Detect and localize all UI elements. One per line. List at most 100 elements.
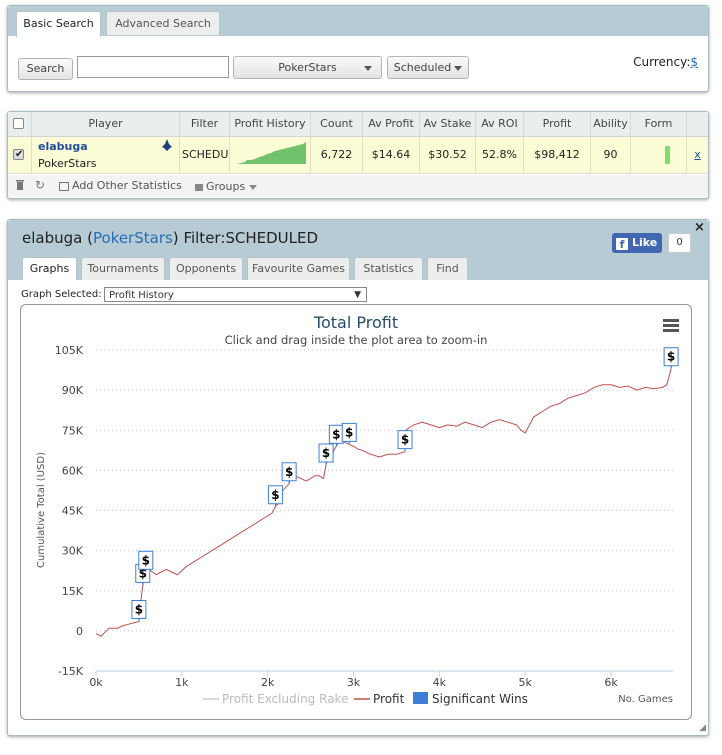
significant-win-flag[interactable]: $ (138, 550, 154, 573)
legend-label-significant-wins: Significant Wins (432, 692, 528, 706)
flag-label: $ (142, 553, 150, 567)
flag-label: $ (345, 425, 353, 439)
x-axis-ticks: 0k 1k 2k 3k 4k 5k 6k (89, 670, 673, 689)
col-count[interactable]: Count (311, 112, 363, 136)
remove-row-button[interactable]: x (694, 148, 701, 161)
search-input[interactable] (77, 56, 229, 78)
x-tick-label: 3k (347, 676, 361, 689)
significant-win-flag[interactable]: $ (131, 600, 147, 622)
significant-win-flag[interactable]: $ (663, 347, 679, 369)
chart-legend: Profit Excluding Rake Profit Significant… (203, 692, 528, 706)
tab-statistics[interactable]: Statistics (354, 257, 423, 280)
col-profit[interactable]: Profit (524, 112, 591, 136)
dropdown-arrow-icon: ▼ (354, 290, 361, 300)
ability-cell: 90 (591, 137, 631, 173)
significant-win-flag[interactable]: $ (267, 485, 283, 507)
graph-select[interactable]: Profit History ▼ (104, 287, 367, 302)
x-tick-label: 2k (261, 676, 275, 689)
profit-history-sparkline[interactable] (230, 137, 311, 173)
graph-selected-label: Graph Selected: (21, 289, 102, 300)
profit-chart[interactable]: Total Profit Click and drag inside the p… (21, 305, 691, 719)
tab-basic-search[interactable]: Basic Search (16, 11, 101, 37)
flag-box (318, 443, 334, 463)
flag-box (341, 422, 357, 442)
title-player: elabuga (22, 229, 83, 247)
tab-graphs[interactable]: Graphs (22, 257, 77, 280)
title-site-link[interactable]: PokerStars (92, 229, 173, 247)
legend-item-profit-excluding-rake[interactable]: Profit Excluding Rake (203, 692, 348, 706)
facebook-icon: f (616, 238, 628, 251)
search-button[interactable]: Search (18, 58, 73, 80)
title-paren-open: ( (87, 229, 93, 247)
search-tabbar: Basic Search Advanced Search (8, 6, 708, 37)
chart-menu-icon[interactable] (663, 319, 679, 332)
row-select-cell: ✔ (8, 137, 32, 173)
tab-opponents[interactable]: Opponents (169, 257, 243, 280)
checkmark-icon: ✔ (15, 149, 24, 160)
significant-win-flag[interactable]: $ (318, 443, 334, 466)
tab-favourite-games[interactable]: Favourite Games (247, 257, 350, 280)
col-profit-history[interactable]: Profit History (230, 112, 311, 136)
site-select[interactable]: PokerStars (233, 56, 382, 79)
graph-panel-title: elabuga (PokerStars) Filter:SCHEDULED (22, 229, 318, 247)
av-roi-cell: 52.8% (476, 137, 524, 173)
legend-item-profit[interactable]: Profit (354, 692, 405, 706)
groups-dropdown[interactable]: Groups (195, 180, 258, 193)
currency-link[interactable]: $ (690, 55, 698, 69)
av-stake-cell: $30.52 (420, 137, 476, 173)
chevron-down-icon (364, 66, 372, 71)
flag-label: $ (285, 465, 293, 479)
table-header: Player Filter Profit History Count Av Pr… (8, 112, 708, 137)
col-form[interactable]: Form (631, 112, 687, 136)
col-av-stake[interactable]: Av Stake (420, 112, 476, 136)
flag-box (138, 550, 154, 570)
y-tick-label: 60K (62, 464, 84, 477)
col-av-profit[interactable]: Av Profit (363, 112, 420, 136)
significant-win-flag[interactable]: $ (328, 424, 344, 447)
x-tick-label: 6k (604, 676, 618, 689)
chevron-down-icon (249, 184, 258, 190)
close-icon[interactable]: × (694, 220, 705, 235)
table-row[interactable]: ✔ elabuga PokerStars SCHEDUL 6,722 $14.6… (8, 137, 708, 174)
add-statistics-button[interactable]: Add Other Statistics (59, 179, 182, 192)
trash-icon[interactable] (15, 179, 25, 193)
significant-win-flag[interactable]: $ (281, 462, 297, 484)
player-avatar-icon[interactable] (161, 138, 173, 156)
tab-advanced-search[interactable]: Advanced Search (106, 11, 220, 35)
tab-find[interactable]: Find (427, 257, 468, 280)
filter-select[interactable]: Scheduled (387, 56, 469, 79)
col-av-roi[interactable]: Av ROI (476, 112, 524, 136)
col-player[interactable]: Player (32, 112, 180, 136)
title-filter: Filter:SCHEDULED (183, 229, 319, 247)
profit-cell: $98,412 (524, 137, 591, 173)
significant-win-flag[interactable]: $ (341, 422, 357, 445)
player-name-link[interactable]: elabuga (38, 140, 88, 153)
count-cell: 6,722 (311, 137, 363, 173)
tab-tournaments[interactable]: Tournaments (81, 257, 165, 280)
y-tick-label: 15K (62, 585, 84, 598)
legend-label-profit: Profit (373, 692, 405, 706)
sparkline-graphic (237, 142, 306, 164)
select-all-checkbox[interactable] (13, 118, 24, 129)
flag-label: $ (667, 350, 675, 364)
col-ability[interactable]: Ability (591, 112, 631, 136)
refresh-icon[interactable]: ↻ (35, 178, 46, 192)
col-filter[interactable]: Filter (180, 112, 230, 136)
y-axis-ticks: -15K 0 15K 30K 45K 60K 75K 90K 105K (55, 344, 84, 678)
table-footer: ↻ Add Other Statistics Groups (8, 175, 708, 197)
chart-series (95, 352, 674, 637)
flag-box (663, 347, 679, 367)
resize-handle-icon[interactable]: ◢ (699, 723, 706, 733)
row-checkbox[interactable]: ✔ (13, 149, 24, 160)
significant-win-flag[interactable]: $ (397, 430, 413, 452)
facebook-like-button[interactable]: f Like (612, 233, 662, 253)
x-tick-label: 1k (175, 676, 189, 689)
legend-item-significant-wins[interactable]: Significant Wins (413, 692, 528, 706)
flag-label: $ (271, 488, 279, 502)
flag-label: $ (401, 433, 409, 447)
x-tick-label: 5k (519, 676, 533, 689)
chart-container[interactable]: Total Profit Click and drag inside the p… (20, 304, 692, 720)
player-site: PokerStars (38, 157, 97, 170)
col-remove (687, 112, 708, 136)
